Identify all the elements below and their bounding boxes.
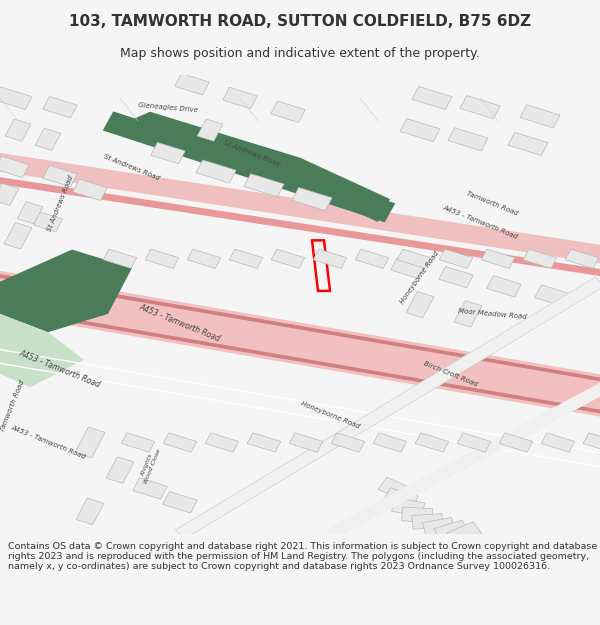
Bar: [106, 457, 134, 483]
Bar: [415, 433, 449, 452]
Text: Knights
Wood Close: Knights Wood Close: [138, 446, 162, 484]
Bar: [331, 433, 365, 452]
Bar: [4, 222, 32, 249]
Bar: [448, 127, 488, 151]
Bar: [454, 301, 482, 327]
Bar: [17, 202, 43, 224]
Bar: [73, 179, 107, 201]
Bar: [5, 119, 31, 141]
Bar: [313, 249, 347, 268]
Bar: [535, 285, 569, 306]
Bar: [434, 520, 469, 541]
Bar: [392, 498, 425, 516]
Bar: [406, 291, 434, 318]
Bar: [460, 96, 500, 119]
Text: Contains OS data © Crown copyright and database right 2021. This information is : Contains OS data © Crown copyright and d…: [8, 542, 597, 571]
Bar: [523, 249, 557, 268]
Bar: [401, 507, 433, 522]
Bar: [0, 86, 32, 109]
Text: Honeyborne Road: Honeyborne Road: [300, 401, 360, 429]
Text: St Andrews Road: St Andrews Road: [46, 175, 74, 232]
Bar: [499, 433, 533, 452]
Bar: [76, 498, 104, 524]
Text: Birch Croft Road: Birch Croft Road: [422, 360, 478, 387]
Bar: [244, 174, 284, 197]
Bar: [121, 433, 155, 452]
Bar: [400, 119, 440, 142]
Polygon shape: [103, 111, 395, 222]
Bar: [43, 166, 77, 187]
Bar: [271, 249, 305, 268]
Text: Honeyborne Road: Honeyborne Road: [400, 249, 440, 304]
Text: Gleneagles Drive: Gleneagles Drive: [138, 101, 198, 112]
Bar: [145, 249, 179, 268]
Polygon shape: [0, 173, 600, 281]
Bar: [271, 101, 305, 122]
Bar: [520, 105, 560, 128]
Bar: [457, 433, 491, 452]
Text: St Andrews Road: St Andrews Road: [103, 153, 161, 181]
Text: Map shows position and indicative extent of the property.: Map shows position and indicative extent…: [120, 48, 480, 61]
Bar: [373, 433, 407, 452]
Bar: [378, 478, 413, 501]
Bar: [247, 433, 281, 452]
Bar: [175, 74, 209, 95]
Polygon shape: [175, 278, 600, 539]
Bar: [163, 491, 197, 513]
Polygon shape: [0, 149, 600, 268]
Bar: [487, 276, 521, 297]
Bar: [187, 249, 221, 268]
Text: Tamworth Road: Tamworth Road: [0, 379, 25, 432]
Bar: [565, 249, 599, 268]
Bar: [439, 249, 473, 268]
Bar: [508, 132, 548, 156]
Text: A453 - Tamworth Road: A453 - Tamworth Road: [138, 302, 222, 344]
Bar: [197, 119, 223, 141]
Bar: [422, 518, 455, 536]
Bar: [0, 183, 19, 206]
Bar: [292, 188, 332, 211]
Bar: [355, 249, 389, 268]
Bar: [229, 249, 263, 268]
Polygon shape: [0, 264, 600, 391]
Bar: [34, 212, 62, 232]
Text: Tamworth Road: Tamworth Road: [466, 191, 518, 217]
Bar: [583, 433, 600, 452]
Polygon shape: [0, 339, 600, 464]
Text: Moor Meadow Road: Moor Meadow Road: [457, 308, 527, 320]
Bar: [481, 249, 515, 268]
Bar: [103, 249, 137, 268]
Text: A453 - Tamworth Road: A453 - Tamworth Road: [442, 204, 518, 240]
Bar: [391, 258, 425, 279]
Bar: [35, 128, 61, 151]
Polygon shape: [0, 314, 84, 388]
Text: A453 - Tamworth Road: A453 - Tamworth Road: [10, 425, 86, 460]
Bar: [541, 433, 575, 452]
Polygon shape: [326, 369, 600, 539]
Bar: [43, 96, 77, 118]
Bar: [384, 488, 418, 509]
Bar: [0, 156, 29, 178]
Bar: [196, 160, 236, 183]
Text: 103, TAMWORTH ROAD, SUTTON COLDFIELD, B75 6DZ: 103, TAMWORTH ROAD, SUTTON COLDFIELD, B7…: [69, 14, 531, 29]
Bar: [151, 142, 185, 164]
Bar: [133, 478, 167, 499]
Bar: [205, 433, 239, 452]
Bar: [163, 433, 197, 452]
Bar: [447, 522, 482, 545]
Text: St Andrews Road: St Andrews Road: [223, 139, 281, 167]
Polygon shape: [0, 249, 132, 332]
Polygon shape: [0, 352, 600, 478]
Bar: [439, 266, 473, 288]
Bar: [412, 514, 443, 529]
Polygon shape: [108, 112, 390, 222]
Bar: [397, 249, 431, 268]
Text: A453 - Tamworth Road: A453 - Tamworth Road: [18, 349, 102, 389]
Bar: [412, 86, 452, 109]
Polygon shape: [0, 261, 600, 426]
Polygon shape: [0, 296, 600, 424]
Bar: [75, 427, 105, 458]
Bar: [289, 433, 323, 452]
Bar: [223, 88, 257, 109]
